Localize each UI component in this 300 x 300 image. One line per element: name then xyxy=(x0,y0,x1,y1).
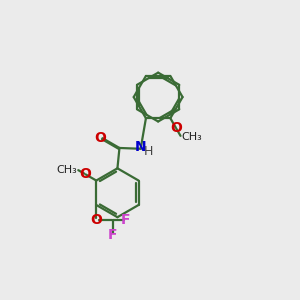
Text: F: F xyxy=(121,213,130,227)
Text: H: H xyxy=(143,145,153,158)
Text: N: N xyxy=(135,140,146,154)
Text: O: O xyxy=(94,131,106,145)
Text: O: O xyxy=(170,122,182,136)
Text: CH₃: CH₃ xyxy=(57,165,78,175)
Text: O: O xyxy=(79,167,91,181)
Text: O: O xyxy=(90,213,102,227)
Text: CH₃: CH₃ xyxy=(181,132,202,142)
Text: F: F xyxy=(108,228,117,242)
